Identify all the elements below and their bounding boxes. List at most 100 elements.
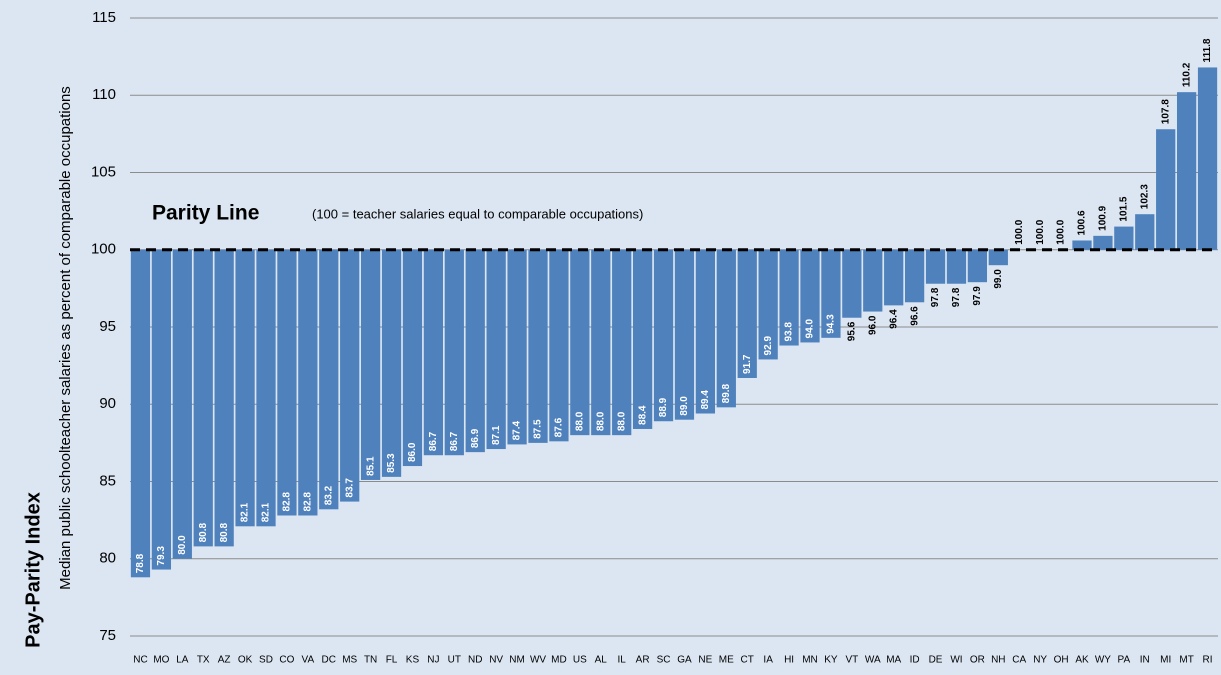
x-tick-label: GA (677, 655, 692, 666)
x-tick-label: WV (530, 655, 546, 666)
bar (716, 249, 736, 408)
bar (235, 249, 255, 527)
x-tick-label: MI (1160, 655, 1171, 666)
x-tick-label: KY (824, 655, 838, 666)
value-label: 88.0 (616, 411, 627, 431)
x-tick-label: OR (970, 655, 985, 666)
bar (381, 249, 402, 477)
bar (988, 249, 1008, 266)
value-label: 94.3 (826, 314, 837, 334)
x-tick-label: UT (448, 655, 461, 666)
x-tick-label: WA (865, 655, 881, 666)
x-tick-label: VA (302, 655, 315, 666)
value-label: 79.3 (156, 546, 167, 566)
value-label: 94.0 (805, 319, 816, 339)
x-tick-label: DC (322, 655, 336, 666)
x-tick-label: TN (364, 655, 377, 666)
bar (507, 249, 527, 445)
value-label: 96.4 (888, 309, 899, 329)
bar (904, 249, 925, 303)
value-label: 82.8 (282, 492, 293, 512)
bar (925, 249, 946, 284)
x-tick-label: SD (259, 655, 273, 666)
bar (884, 249, 904, 306)
x-tick-label: MS (342, 655, 357, 666)
value-label: 97.9 (972, 286, 983, 306)
bar (549, 249, 569, 442)
value-label: 100.6 (1077, 210, 1088, 235)
y-tick-label: 95 (99, 318, 116, 335)
y-tick-label: 110 (92, 86, 116, 103)
bar (172, 249, 192, 559)
value-label: 83.7 (344, 478, 355, 498)
x-tick-label: AL (595, 655, 608, 666)
bar (737, 249, 757, 378)
x-tick-label: MT (1179, 655, 1193, 666)
x-tick-label: IL (618, 655, 627, 666)
value-label: 95.6 (846, 321, 857, 341)
x-tick-label: NJ (427, 655, 439, 666)
y-tick-label: 100 (91, 241, 116, 258)
value-label: 87.1 (491, 425, 502, 445)
value-label: 100.9 (1098, 205, 1109, 230)
bar (779, 249, 799, 346)
x-tick-label: MA (886, 655, 901, 666)
x-tick-label: ND (468, 655, 482, 666)
bar (423, 249, 444, 456)
value-label: 87.4 (512, 421, 523, 441)
x-tick-label: AK (1075, 655, 1089, 666)
x-tick-label: OK (238, 655, 253, 666)
bar (570, 249, 590, 436)
value-label: 85.3 (386, 453, 397, 473)
bar (319, 249, 339, 510)
value-label: 82.1 (240, 502, 251, 522)
x-tick-label: CO (279, 655, 294, 666)
x-tick-label: MN (802, 655, 818, 666)
x-tick-label: SC (657, 655, 671, 666)
value-label: 100.0 (1035, 219, 1046, 244)
y-tick-label: 105 (91, 163, 116, 180)
value-label: 86.7 (428, 431, 439, 451)
y-tick-label: 75 (99, 627, 116, 644)
bar (1093, 235, 1113, 250)
bar (695, 249, 716, 414)
bar (1072, 240, 1092, 250)
value-label: 86.7 (449, 431, 460, 451)
x-tick-label: OH (1054, 655, 1069, 666)
value-label: 78.8 (135, 553, 146, 573)
bar (800, 249, 820, 343)
y-tick-label: 90 (99, 395, 116, 412)
value-label: 96.6 (909, 306, 920, 326)
bar (632, 249, 653, 429)
bar (1176, 92, 1197, 250)
x-tick-label: IN (1140, 655, 1150, 666)
bar (528, 249, 548, 443)
y-axis-title: Pay-Parity Index (22, 492, 44, 648)
value-label: 88.0 (595, 411, 606, 431)
bar (1114, 226, 1134, 250)
x-tick-label: IA (763, 655, 773, 666)
bar (821, 249, 841, 338)
bar (277, 249, 297, 516)
value-label: 111.8 (1202, 38, 1213, 62)
value-label: 82.1 (261, 502, 272, 522)
value-label: 99.0 (993, 269, 1004, 289)
bar (444, 249, 464, 456)
value-label: 102.3 (1139, 184, 1150, 209)
x-tick-label: LA (176, 655, 189, 666)
value-label: 89.8 (721, 383, 732, 403)
x-tick-label: AR (636, 655, 650, 666)
x-tick-label: VT (845, 655, 858, 666)
value-label: 86.9 (470, 428, 481, 448)
bar (402, 249, 423, 467)
x-tick-label: NE (698, 655, 712, 666)
bar (842, 249, 862, 318)
bar (1197, 67, 1218, 250)
value-label: 80.8 (198, 522, 209, 542)
value-label: 88.4 (637, 405, 648, 425)
bar (465, 249, 485, 453)
x-tick-label: NH (991, 655, 1005, 666)
y-axis-subtitle: Median public schoolteacher salaries as … (57, 86, 74, 590)
x-tick-label: KS (406, 655, 420, 666)
